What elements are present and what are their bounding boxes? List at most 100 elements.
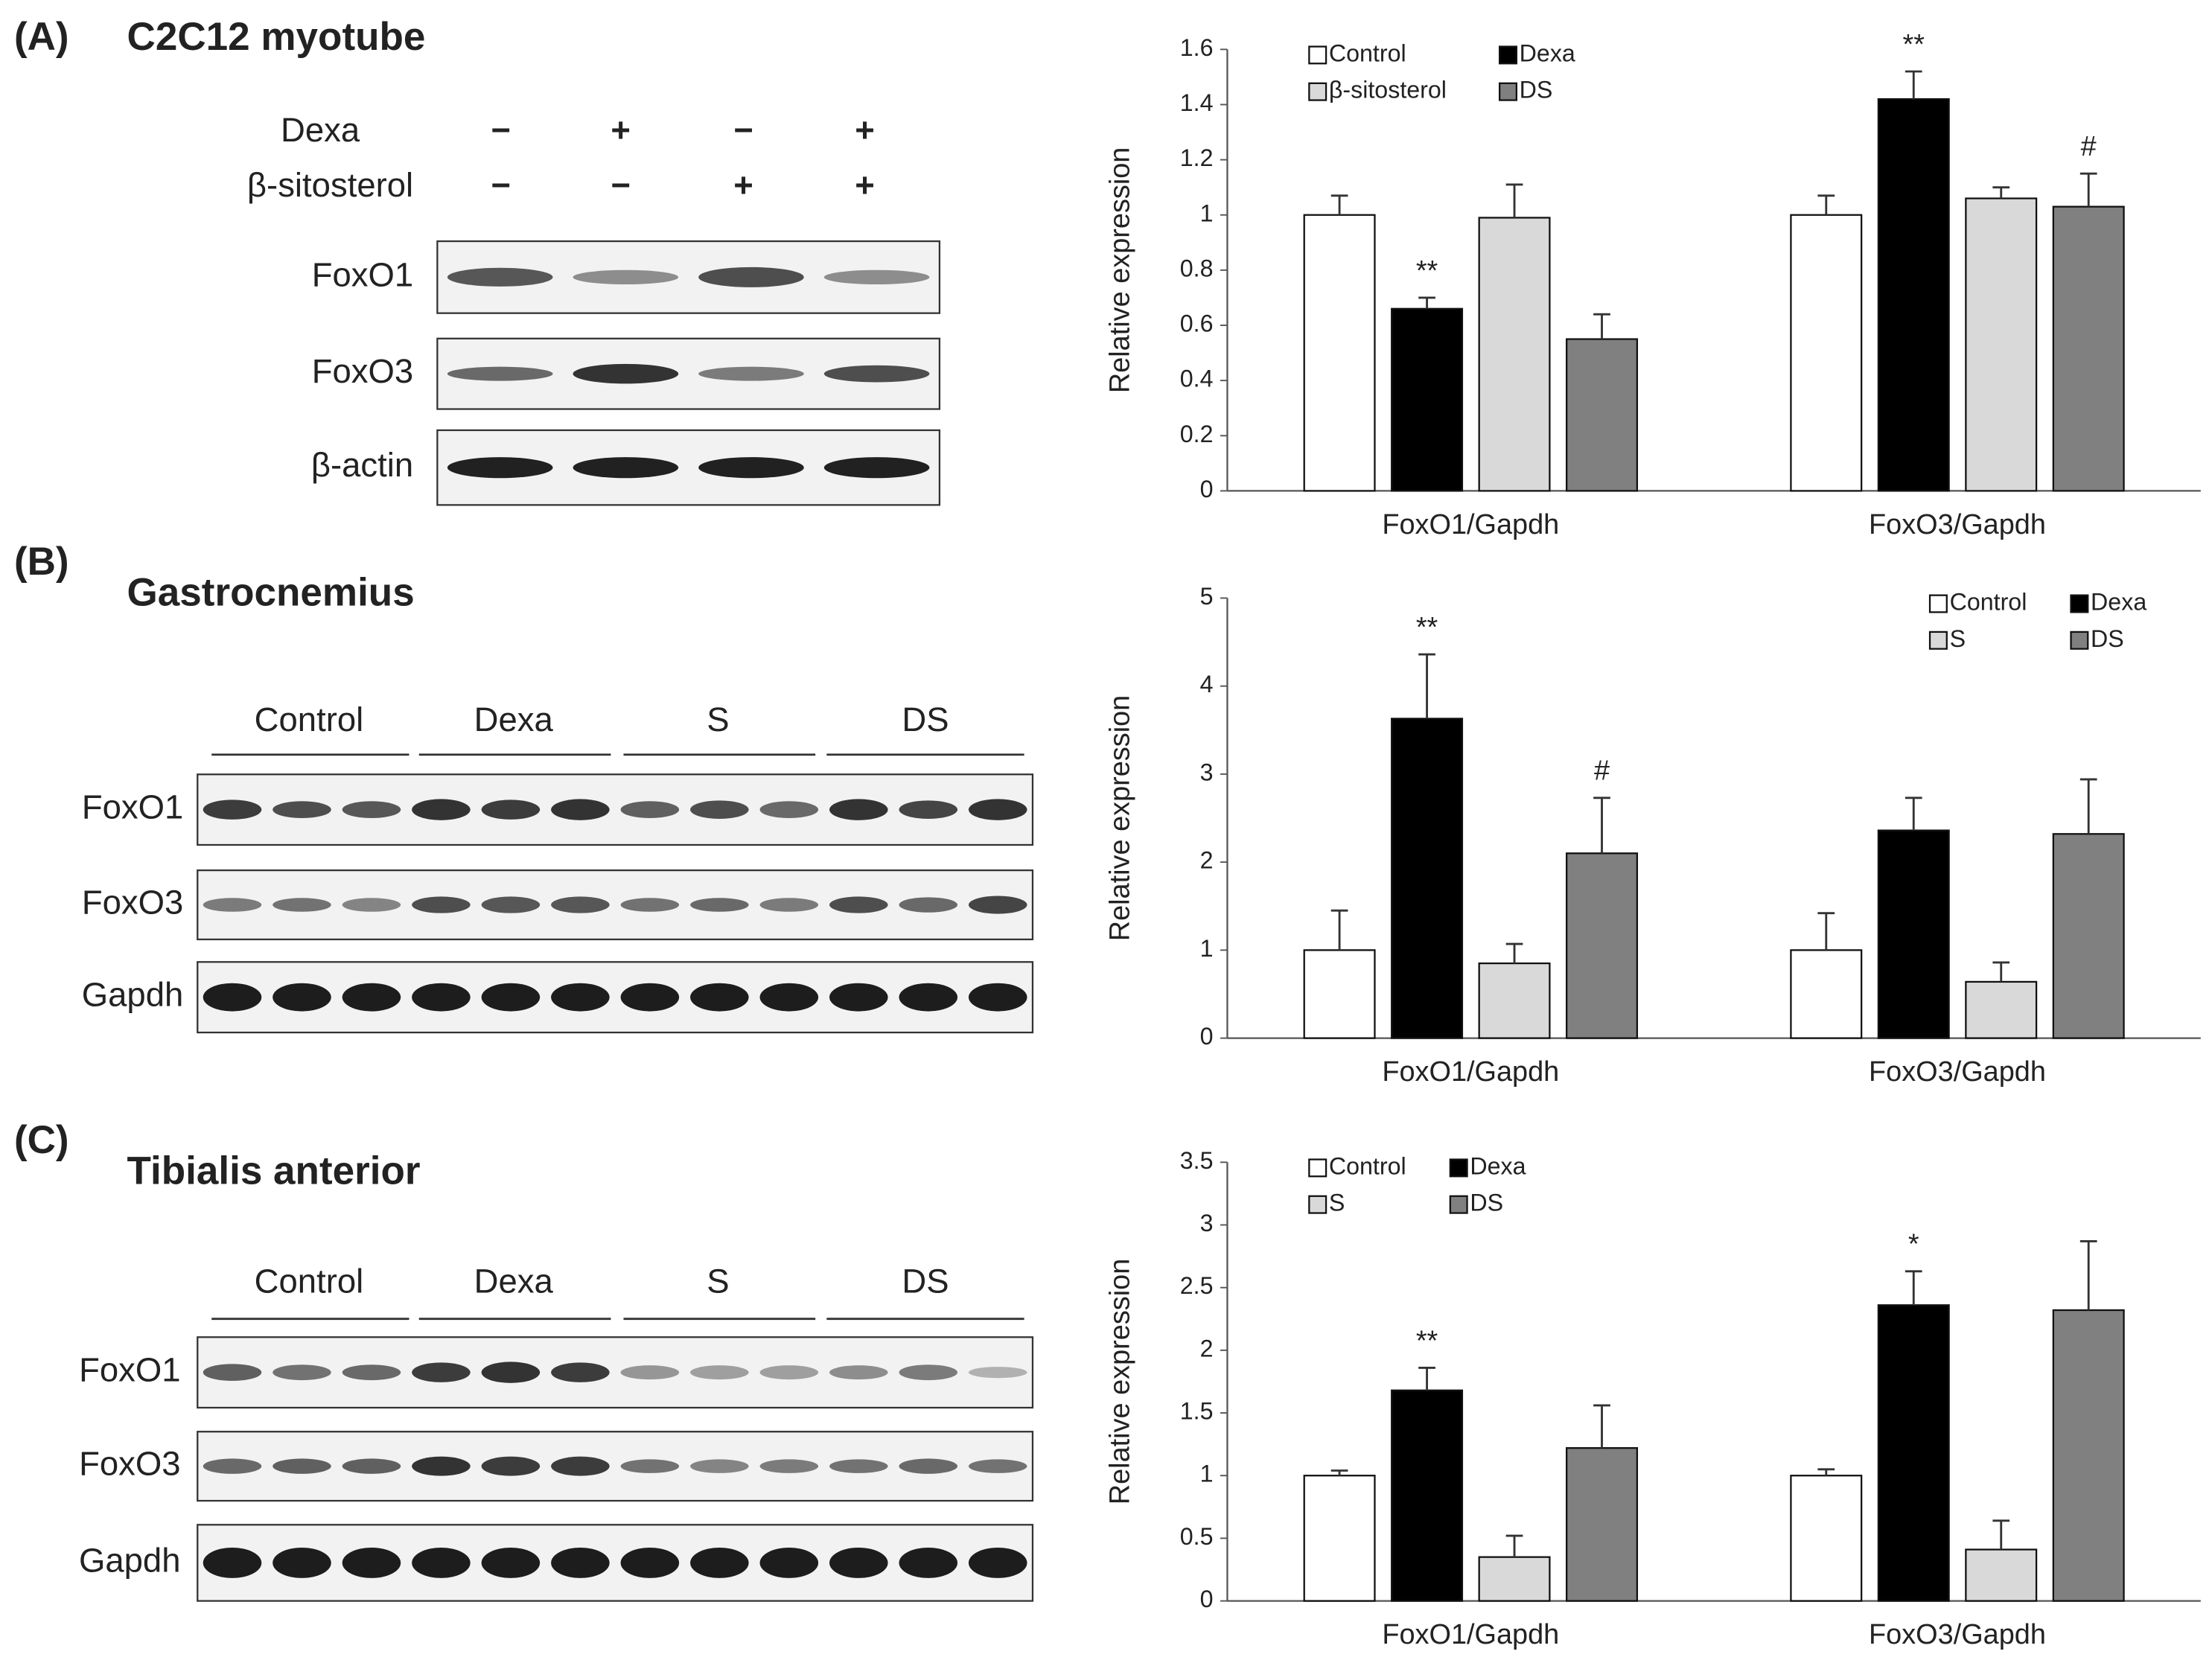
blot-band [620,1547,680,1578]
y-tick-label: 2 [1200,847,1214,874]
bar [2052,205,2125,492]
group-label: Control [255,1262,364,1300]
blot-band [698,366,804,381]
blot-band [551,896,610,913]
legend-label: S [1950,625,1966,652]
blot-band [823,365,930,383]
y-tick-label: 2.5 [1180,1272,1214,1299]
blot-band [823,269,930,285]
blot-band [551,799,610,820]
condition-sign: − [491,111,511,149]
blot [197,1524,1034,1602]
bar [1566,1447,1639,1602]
blot-band [899,983,958,1012]
blot-band [272,898,331,912]
group-label: Dexa [474,700,554,738]
blot-band [620,801,680,818]
blot-band [342,1364,401,1381]
blot [197,1431,1034,1502]
blot-band [690,1459,749,1473]
blot-band [447,457,553,479]
blot-band [481,799,541,820]
blot-band [698,266,804,287]
blot-band [899,1364,958,1381]
blot-band [203,1364,262,1382]
error-bar [1418,296,1435,309]
blot-band [968,1367,1027,1379]
condition-sign: + [733,166,753,204]
group-label: Control [255,700,364,738]
bar [1391,307,1464,492]
row-label: FoxO3 [312,352,413,390]
blot-band [899,897,958,913]
significance-label: ** [1416,612,1438,643]
blot-band [412,799,471,820]
error-bar [1992,961,2010,982]
bar [1790,1475,1863,1602]
legend-label: Control [1329,39,1406,66]
blot-band [203,1547,262,1578]
significance-label: * [1908,1229,1919,1260]
error-bar [1905,797,1922,831]
legend-label: Control [1950,589,2027,616]
panel-title: Gastrocnemius [127,571,415,615]
bar [2052,1309,2125,1602]
bar [1965,1548,2038,1602]
group-label: S [707,1262,729,1300]
bar [1391,718,1464,1039]
blot-band [829,799,888,820]
legend-label: DS [1470,1190,1503,1216]
y-tick-label: 0.4 [1180,366,1214,392]
blot-band [342,898,401,912]
error-bar [1593,1404,1610,1449]
bar [2052,833,2125,1039]
y-tick-label: 1 [1200,935,1214,962]
row-label: FoxO3 [82,884,183,922]
legend-label: Dexa [1520,39,1575,66]
blot-band [412,1547,471,1578]
x-tick-label: FoxO3/Gapdh [1869,1056,2046,1088]
blot-band [203,983,262,1012]
y-tick-label: 3 [1200,759,1214,785]
blot-band [412,1362,471,1382]
error-bar [1505,183,1523,218]
legend-swatch [1928,594,1948,613]
y-tick-label: 0 [1200,476,1214,502]
error-bar [1505,942,1523,964]
group-label: DS [902,700,949,738]
y-tick-label: 1 [1200,1461,1214,1487]
blot-band [412,1456,471,1476]
legend-swatch [2070,631,2089,650]
x-tick-label: FoxO1/Gapdh [1382,509,1559,540]
y-tick-label: 2 [1200,1335,1214,1362]
blot-band [551,983,610,1012]
y-tick-label: 4 [1200,671,1214,698]
blot-band [829,896,888,913]
y-axis-label: Relative expression [1104,147,1135,394]
bar [1303,214,1376,492]
legend-swatch [1499,82,1518,101]
legend-swatch [1928,631,1948,650]
blot-band [759,1459,819,1473]
legend-swatch [1308,45,1327,65]
blot-band [899,1547,958,1578]
panel-label: (B) [14,540,69,584]
blot-band [823,457,930,479]
blot-band [899,800,958,819]
blot-band [573,363,679,384]
legend-label: S [1329,1190,1345,1216]
condition-label: Dexa [281,111,360,149]
blot-band [342,801,401,818]
condition-sign: − [491,166,511,204]
blot-band [759,1365,819,1380]
significance-label: ** [1903,29,1925,60]
bar [1790,949,1863,1039]
blot-band [272,1458,331,1474]
blot-band [620,1365,680,1380]
bar [1478,217,1551,492]
bar [1391,1389,1464,1602]
blot [197,773,1034,846]
blot [197,1336,1034,1409]
blot-band [968,1547,1027,1578]
blot-band [447,366,553,381]
